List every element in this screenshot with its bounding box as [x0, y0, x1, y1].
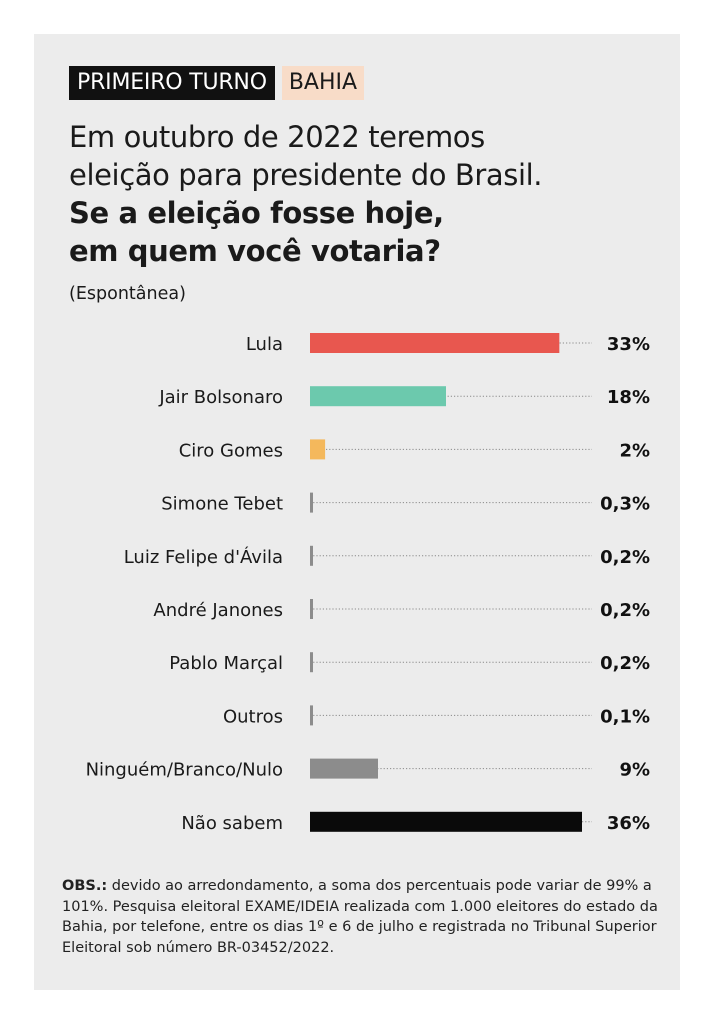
- question-line-1: Se a eleição fosse hoje,: [69, 196, 444, 230]
- value-label: 9%: [619, 760, 650, 781]
- category-label: Pablo Marçal: [169, 653, 283, 674]
- round-tag: PRIMEIRO TURNO: [69, 66, 275, 100]
- value-label: 18%: [607, 387, 650, 408]
- bar: [310, 333, 560, 353]
- category-label: André Janones: [153, 600, 283, 621]
- tag-group: PRIMEIRO TURNO BAHIA: [69, 66, 365, 100]
- category-label: Lula: [246, 334, 283, 355]
- footnote: OBS.: devido ao arredondamento, a soma d…: [62, 876, 662, 958]
- bar: [310, 811, 582, 832]
- bar: [310, 758, 378, 779]
- question-line-2: em quem você votaria?: [69, 234, 441, 268]
- value-label: 0,1%: [600, 706, 650, 727]
- bar: [310, 599, 313, 619]
- value-label: 0,2%: [600, 547, 650, 568]
- category-label: Ninguém/Branco/Nulo: [86, 760, 283, 781]
- value-label: 0,2%: [600, 600, 650, 621]
- value-label: 2%: [619, 440, 650, 461]
- value-label: 0,2%: [600, 653, 650, 674]
- bar: [310, 705, 313, 726]
- headline-line-2: eleição para presidente do Brasil.: [69, 158, 543, 192]
- category-label: Luiz Felipe d'Ávila: [124, 546, 283, 568]
- category-label: Ciro Gomes: [179, 440, 283, 461]
- footnote-label: OBS.:: [62, 878, 108, 894]
- bar: [310, 545, 313, 566]
- value-label: 0,3%: [600, 494, 650, 515]
- bar: [310, 492, 313, 513]
- headline-line-1: Em outubro de 2022 teremos: [69, 120, 485, 154]
- category-label: Outros: [223, 706, 283, 727]
- bar: [310, 652, 313, 673]
- footnote-text: devido ao arredondamento, a soma dos per…: [62, 878, 658, 956]
- value-label: 33%: [607, 334, 650, 355]
- category-label: Jair Bolsonaro: [158, 387, 283, 408]
- bar: [310, 439, 326, 460]
- bar: [310, 386, 446, 407]
- category-label: Não sabem: [181, 813, 283, 834]
- value-label: 36%: [607, 813, 650, 834]
- state-tag: BAHIA: [281, 66, 365, 100]
- chart-subtitle: (Espontânea): [69, 284, 186, 304]
- category-label: Simone Tebet: [161, 494, 283, 515]
- headline: Em outubro de 2022 teremos eleição para …: [69, 118, 659, 270]
